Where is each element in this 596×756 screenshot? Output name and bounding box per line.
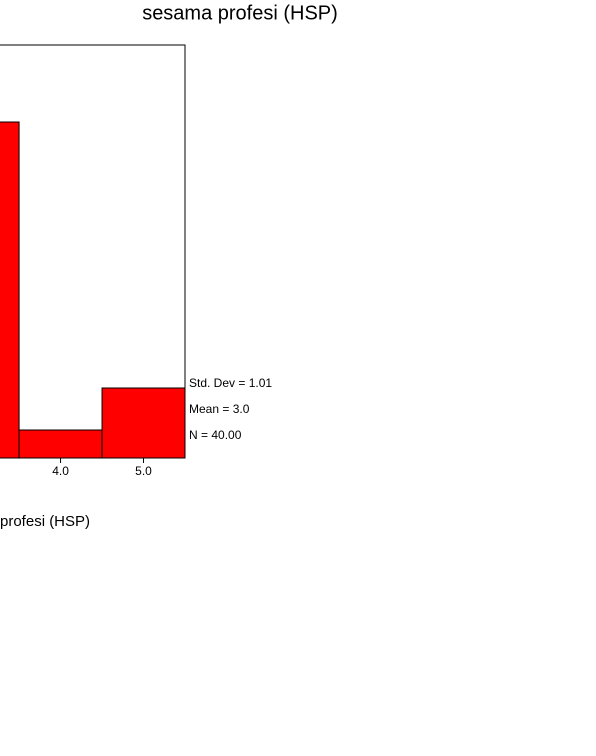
bar bbox=[18, 429, 103, 459]
x-tick-label: 4.0 bbox=[52, 464, 69, 478]
bar bbox=[0, 121, 20, 459]
plot-frame bbox=[0, 44, 186, 459]
chart-title: sesama profesi (HSP) bbox=[142, 2, 338, 24]
x-tick-label: 5.0 bbox=[135, 464, 152, 478]
stat-label: Std. Dev = 1.01 bbox=[189, 376, 272, 390]
stat-label: N = 40.00 bbox=[189, 428, 242, 442]
bar bbox=[101, 387, 186, 459]
x-axis-label: profesi (HSP) bbox=[0, 513, 90, 530]
stat-label: Mean = 3.0 bbox=[189, 402, 250, 416]
